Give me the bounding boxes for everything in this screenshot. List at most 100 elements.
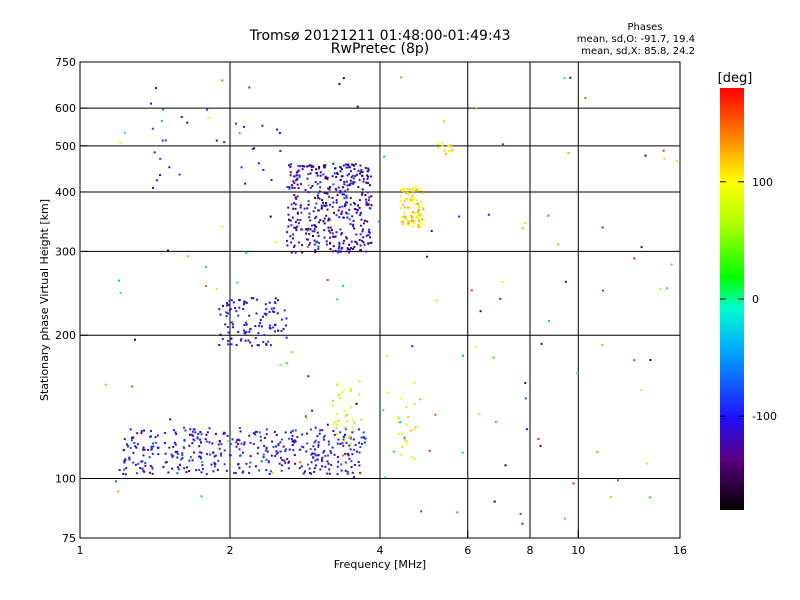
data-point bbox=[404, 218, 407, 221]
data-point bbox=[346, 216, 349, 219]
data-point bbox=[330, 463, 333, 466]
data-point bbox=[206, 431, 209, 434]
stats-line-o: mean, sd,O: -91.7, 19.4 bbox=[577, 34, 695, 45]
data-point bbox=[342, 284, 344, 287]
data-point bbox=[326, 423, 329, 426]
data-point bbox=[141, 467, 144, 470]
data-point bbox=[328, 188, 331, 191]
data-point bbox=[342, 216, 345, 219]
data-point bbox=[343, 193, 345, 196]
data-point bbox=[329, 241, 332, 244]
data-point bbox=[226, 440, 229, 443]
data-point bbox=[416, 202, 419, 205]
data-point bbox=[524, 397, 527, 400]
data-point bbox=[348, 457, 351, 460]
data-point bbox=[337, 460, 340, 463]
data-point bbox=[313, 441, 316, 444]
data-point bbox=[417, 208, 420, 211]
data-point bbox=[326, 460, 329, 463]
data-point bbox=[311, 409, 314, 412]
data-point bbox=[292, 180, 295, 183]
data-point bbox=[262, 341, 265, 344]
data-point bbox=[362, 180, 365, 183]
data-point bbox=[123, 468, 126, 471]
data-point bbox=[407, 206, 409, 209]
data-point bbox=[317, 196, 320, 199]
data-point bbox=[361, 230, 364, 233]
data-point bbox=[181, 452, 184, 455]
data-point bbox=[313, 470, 316, 473]
data-point bbox=[399, 200, 402, 203]
data-point bbox=[150, 445, 153, 448]
data-point bbox=[268, 473, 271, 475]
data-point bbox=[336, 384, 339, 387]
data-point bbox=[286, 231, 289, 234]
data-point bbox=[336, 456, 339, 458]
data-point bbox=[238, 306, 241, 309]
data-point bbox=[313, 224, 316, 226]
data-point bbox=[418, 223, 421, 226]
data-point bbox=[286, 458, 289, 461]
data-point bbox=[547, 214, 550, 217]
data-point bbox=[386, 354, 388, 357]
data-point bbox=[407, 416, 410, 418]
data-point bbox=[296, 218, 299, 221]
data-point bbox=[666, 287, 669, 290]
data-point bbox=[364, 166, 367, 169]
data-point bbox=[239, 430, 242, 433]
data-point bbox=[410, 456, 413, 458]
data-point bbox=[447, 144, 450, 147]
data-point bbox=[199, 438, 202, 441]
x-axis: 1 2 4 6 8 10 16 bbox=[77, 530, 687, 557]
data-point bbox=[365, 203, 368, 206]
data-point bbox=[247, 339, 250, 342]
data-point bbox=[414, 189, 417, 192]
data-point bbox=[412, 211, 415, 214]
data-point bbox=[370, 241, 373, 244]
data-point bbox=[352, 177, 355, 180]
data-point bbox=[344, 461, 347, 464]
data-point bbox=[237, 331, 240, 333]
data-point bbox=[279, 450, 282, 453]
data-point bbox=[351, 163, 353, 166]
data-point bbox=[309, 228, 312, 231]
data-point bbox=[257, 344, 260, 347]
data-point bbox=[344, 415, 347, 417]
data-point bbox=[308, 243, 311, 246]
data-point bbox=[340, 212, 343, 215]
data-point bbox=[188, 444, 191, 447]
data-point bbox=[258, 324, 261, 327]
data-point bbox=[354, 444, 357, 446]
data-point bbox=[245, 330, 248, 333]
data-point bbox=[352, 219, 355, 222]
data-point bbox=[337, 251, 340, 254]
data-point bbox=[183, 439, 186, 442]
data-point bbox=[349, 179, 352, 182]
data-point bbox=[271, 440, 274, 443]
data-point bbox=[137, 462, 140, 465]
data-point bbox=[270, 470, 272, 473]
data-point bbox=[410, 214, 412, 217]
data-point bbox=[316, 174, 319, 177]
data-point bbox=[277, 444, 280, 447]
data-point bbox=[140, 432, 143, 435]
data-point bbox=[174, 431, 177, 434]
data-point bbox=[343, 409, 346, 412]
data-point bbox=[257, 332, 260, 335]
data-point bbox=[298, 175, 301, 178]
data-point bbox=[199, 441, 202, 444]
data-point bbox=[322, 173, 325, 176]
data-point bbox=[351, 431, 354, 434]
data-point bbox=[299, 461, 302, 464]
data-point bbox=[309, 472, 311, 474]
data-point bbox=[151, 127, 154, 130]
data-point bbox=[149, 471, 151, 474]
data-point bbox=[338, 393, 341, 396]
data-point bbox=[418, 212, 421, 215]
data-point bbox=[272, 326, 275, 329]
data-point bbox=[280, 438, 283, 441]
data-point bbox=[411, 190, 414, 193]
data-point bbox=[345, 420, 348, 423]
data-point bbox=[339, 170, 342, 173]
data-point bbox=[251, 148, 254, 151]
